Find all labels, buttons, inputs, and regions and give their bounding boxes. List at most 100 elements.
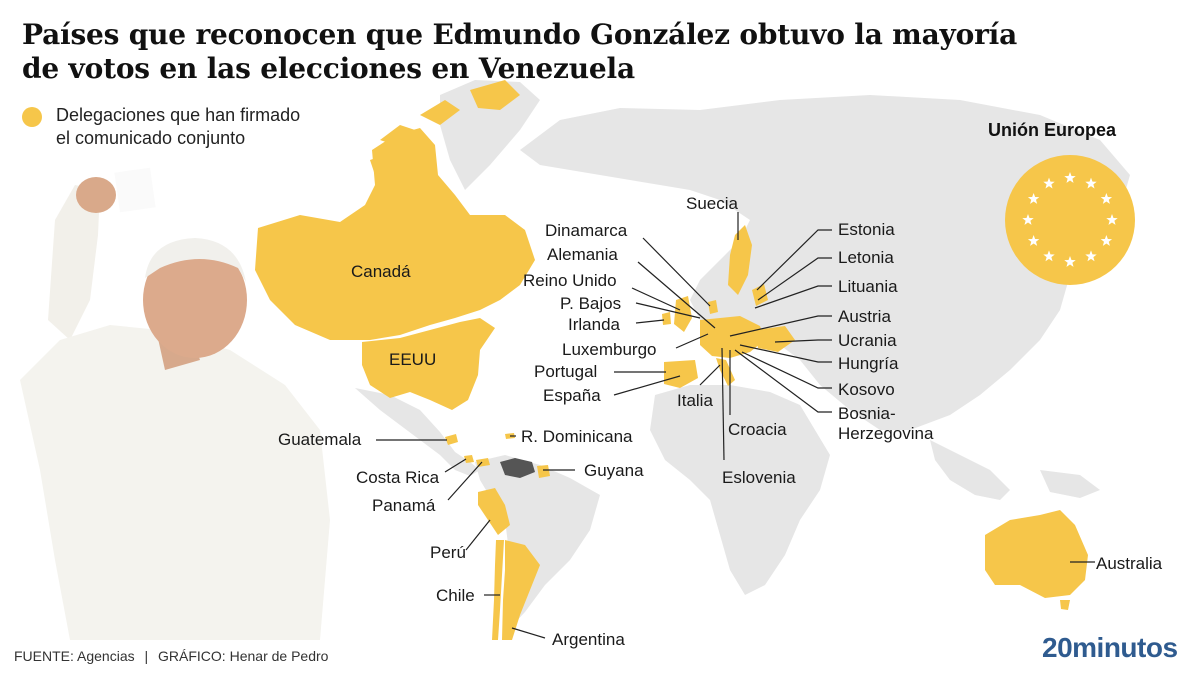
title-line-1: Países que reconocen que Edmundo Gonzále… — [22, 18, 1018, 51]
shape-argentina — [502, 540, 540, 640]
leader-panama — [447, 461, 483, 501]
eu-star — [1085, 250, 1097, 262]
label-irlanda: Irlanda — [568, 315, 620, 334]
shape-irlanda — [662, 312, 671, 325]
label-bosnia-2: Herzegovina — [838, 424, 934, 443]
shape-canada-arctic-4 — [370, 155, 390, 175]
hair — [145, 238, 246, 282]
label-peru: Perú — [430, 543, 466, 562]
eu-flag — [1005, 155, 1135, 285]
legend-text: Delegaciones que han firmado el comunica… — [56, 104, 300, 150]
shape-peru — [478, 488, 510, 535]
legend-line-2: el comunicado conjunto — [56, 128, 246, 148]
shape-ucrania — [755, 326, 795, 352]
footer-separator: | — [144, 648, 149, 664]
shape-canada — [255, 128, 535, 340]
footer-source-label: FUENTE: — [14, 648, 74, 664]
label-portugal: Portugal — [534, 362, 598, 381]
leader-eslovenia — [721, 347, 725, 461]
brand-logo: 20minutos — [1042, 632, 1178, 663]
eu-star — [1064, 256, 1076, 267]
leader-dinamarca — [642, 237, 711, 307]
leader-austria — [729, 315, 832, 337]
eu-star — [1027, 235, 1040, 246]
leader-p-bajos — [635, 302, 701, 319]
label-italia: Italia — [677, 391, 713, 410]
leader-espana — [613, 375, 681, 396]
shirt — [20, 325, 330, 640]
leader-lituania — [754, 285, 832, 309]
leader-hungria — [739, 344, 832, 363]
land-mexico-central — [355, 388, 480, 476]
shape-canada-arctic-2 — [420, 100, 460, 125]
shape-chile — [492, 540, 504, 640]
title: Países que reconocen que Edmundo Gonzále… — [22, 18, 1017, 86]
label-bosnia-1: Bosnia- — [838, 404, 896, 423]
label-guyana: Guyana — [584, 461, 644, 480]
leader-luxemburgo — [675, 333, 709, 349]
eu-star — [1100, 235, 1113, 246]
shape-eeuu — [362, 318, 495, 410]
leader-bosnia — [734, 349, 832, 413]
candidate-photo — [20, 167, 330, 640]
shape-venezuela — [500, 458, 535, 478]
leader-lines — [376, 212, 1095, 639]
shape-canada-arctic-3 — [470, 80, 520, 110]
footer-graphic-label: GRÁFICO: — [158, 648, 226, 664]
ballot-card — [114, 167, 156, 213]
leader-alemania — [637, 261, 716, 329]
eu-star — [1043, 177, 1055, 189]
footer-graphic: Henar de Pedro — [229, 648, 329, 664]
shape-canada-arctic-1 — [380, 125, 415, 148]
shape-italia — [716, 358, 735, 386]
label-guatemala: Guatemala — [278, 430, 362, 449]
shape-australia — [985, 510, 1088, 598]
face — [143, 242, 247, 358]
shape-suecia — [728, 225, 752, 295]
label-argentina: Argentina — [552, 630, 625, 649]
label-lituania: Lituania — [838, 277, 898, 296]
label-estonia: Estonia — [838, 220, 895, 239]
eu-stars — [1022, 172, 1118, 267]
label-letonia: Letonia — [838, 248, 894, 267]
legend-swatch — [22, 107, 42, 127]
leader-costa-rica — [444, 458, 467, 473]
land-south-america — [475, 455, 600, 628]
label-alemania: Alemania — [547, 245, 618, 264]
leader-italia — [699, 364, 721, 386]
land-papua — [1040, 470, 1100, 498]
land-africa — [650, 385, 830, 595]
eu-star — [1106, 214, 1118, 225]
eu-star — [1100, 193, 1113, 204]
leader-kosovo — [741, 351, 832, 389]
shape-tasmania — [1060, 600, 1070, 610]
eu-star — [1043, 250, 1055, 262]
land-other — [355, 80, 1130, 628]
leader-estonia — [756, 229, 832, 291]
legend-line-1: Delegaciones que han firmado — [56, 105, 301, 125]
hand — [76, 177, 116, 213]
label-chile: Chile — [436, 586, 475, 605]
eu-title: Unión Europea — [988, 120, 1117, 140]
shape-guatemala — [445, 434, 458, 445]
leader-irlanda — [635, 319, 665, 324]
label-canada: Canadá — [351, 262, 411, 281]
label-espana: España — [543, 386, 601, 405]
land-se-asia — [930, 440, 1010, 500]
label-australia: Australia — [1096, 554, 1163, 573]
label-suecia: Suecia — [686, 194, 738, 213]
arm-raised — [48, 185, 100, 340]
eu-star — [1027, 193, 1040, 204]
label-p-bajos: P. Bajos — [560, 294, 622, 313]
label-kosovo: Kosovo — [838, 380, 895, 399]
shape-espana-portugal — [664, 360, 698, 388]
label-luxemburgo: Luxemburgo — [562, 340, 657, 359]
leader-letonia — [757, 257, 832, 301]
label-austria: Austria — [838, 307, 891, 326]
footer-credits: FUENTE: Agencias | GRÁFICO: Henar de Ped… — [14, 648, 328, 664]
eu-star — [1085, 177, 1097, 189]
leader-argentina — [511, 627, 546, 639]
shape-finland-baltic — [752, 284, 768, 306]
